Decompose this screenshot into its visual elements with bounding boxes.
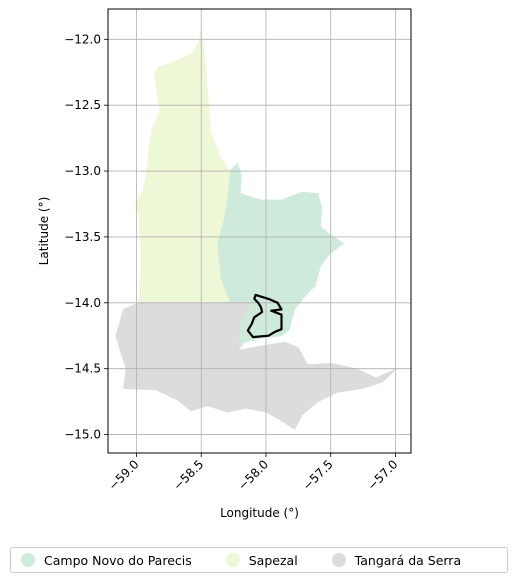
region-sapezal	[134, 28, 231, 304]
outline-layer	[246, 293, 283, 339]
x-tick-label: −58.5	[170, 457, 206, 493]
legend-item-tangara-da-serra: Tangará da Serra	[331, 552, 462, 568]
x-tick-label: −57.0	[365, 457, 401, 493]
legend-marker	[21, 553, 35, 567]
x-tick-label: −58.0	[235, 457, 271, 493]
y-tick-label: −15.0	[64, 428, 101, 442]
legend-label: Tangará da Serra	[354, 552, 462, 568]
x-tick-label: −57.5	[300, 457, 336, 493]
study-area-outline	[246, 293, 283, 339]
y-tick-label: −12.0	[64, 32, 101, 46]
legend-label: Campo Novo do Parecis	[44, 552, 192, 568]
y-tick-label: −14.5	[64, 362, 101, 376]
plot-frame	[107, 8, 412, 454]
y-tick-label: −13.0	[64, 164, 101, 178]
legend-label: Sapezal	[248, 552, 298, 568]
legend-marker	[225, 553, 240, 567]
y-tick-label: −14.0	[64, 296, 101, 310]
y-tick-label: −13.5	[64, 230, 101, 244]
regions-layer	[115, 28, 398, 430]
legend-item-campo-novo-do-parecis: Campo Novo do Parecis	[21, 553, 192, 568]
x-tick-label: −59.0	[106, 457, 142, 493]
y-axis-label: Latitude (°)	[37, 197, 51, 266]
region-tangara-da-serra	[115, 302, 398, 430]
legend-marker	[331, 553, 346, 567]
y-tick-label: −12.5	[64, 98, 101, 112]
map-chart: −59.0 −58.5 −58.0 −57.5 −57.0 −12.0 −12.5 −13.0…	[37, 8, 412, 520]
x-axis-label: Longitude (°)	[220, 506, 299, 520]
legend: Campo Novo do Parecis Sapezal Tangará da…	[10, 547, 508, 573]
legend-item-sapezal: Sapezal	[225, 552, 298, 568]
